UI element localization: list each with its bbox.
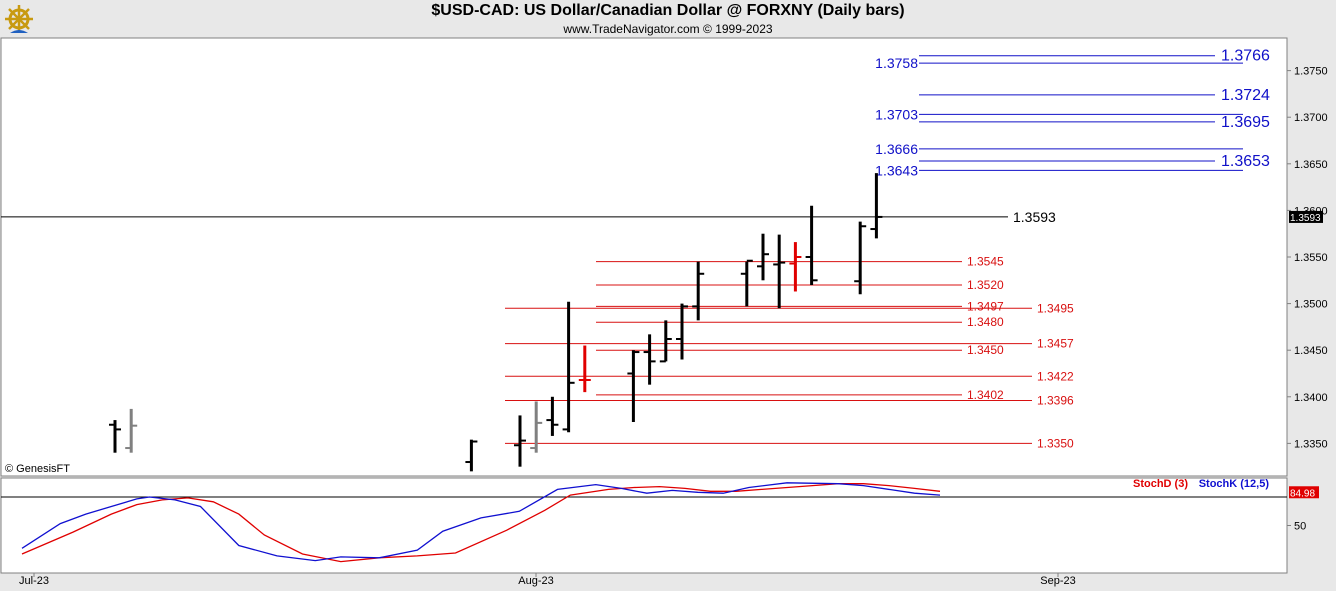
stochd-legend: StochD (3) (1133, 478, 1188, 490)
ohlc-bar (546, 396, 559, 436)
last-price-axis-label: 1.3593 (1290, 213, 1321, 224)
chart-subtitle: www.TradeNavigator.com © 1999-2023 (563, 22, 773, 36)
level-label-above: 1.3666 (875, 141, 918, 157)
level-label-above: 1.3653 (1221, 153, 1270, 170)
stochastic-lines: 50 84.98 (1, 482, 1319, 563)
chart-header: $USD-CAD: US Dollar/Canadian Dollar @ FO… (0, 0, 1336, 38)
level-label-below: 1.3350 (1037, 436, 1074, 450)
level-label-below: 1.3497 (967, 299, 1004, 313)
ohlc-bar (805, 205, 818, 285)
ohlc-bar (757, 233, 769, 281)
last-price-axis-box (1289, 210, 1323, 223)
level-label-below: 1.3520 (967, 278, 1004, 292)
ohlc-bar (643, 334, 656, 385)
stoch-series-line (21, 483, 941, 563)
level-label-below: 1.3450 (967, 343, 1004, 357)
level-label-below: 1.3545 (967, 255, 1004, 269)
price-tick-label: 1.3650 (1294, 159, 1328, 171)
level-label-below: 1.3422 (1037, 369, 1074, 383)
chart-title: $USD-CAD: US Dollar/Canadian Dollar @ FO… (431, 2, 905, 19)
ohlc-bar (676, 303, 688, 360)
level-label-above: 1.3703 (875, 106, 918, 122)
price-tick-label: 1.3550 (1294, 252, 1328, 264)
date-tick-label: Sep-23 (1040, 575, 1075, 587)
level-label-above: 1.3643 (875, 162, 918, 178)
price-axis: 1.33501.34001.34501.35001.35501.36001.36… (1, 66, 1328, 450)
ohlc-bar (659, 320, 672, 363)
ohlc-bar (740, 259, 753, 307)
level-label-above: 1.3724 (1221, 87, 1270, 104)
level-label-above: 1.3758 (875, 55, 918, 71)
ohlc-bar (562, 301, 575, 433)
ohlc-bar (530, 401, 543, 453)
ohlc-bar (854, 221, 867, 295)
ohlc-bars (109, 173, 883, 472)
stoch-last-value-label: 84.98 (1290, 488, 1315, 499)
stoch-last-value-box (1289, 486, 1319, 499)
date-tick-label: Jul-23 (19, 575, 49, 587)
stochastic-panel (0, 477, 1288, 574)
level-label-below: 1.3457 (1037, 337, 1074, 351)
stochk-legend: StochK (12,5) (1199, 478, 1270, 490)
price-tick-label: 1.3450 (1294, 345, 1328, 357)
price-tick-label: 1.3500 (1294, 299, 1328, 311)
price-tick-label: 1.3700 (1294, 112, 1328, 124)
ship-wheel-logo-icon (5, 5, 33, 33)
stoch-tick-label: 50 (1294, 521, 1306, 533)
level-label-above: 1.3766 (1221, 48, 1270, 65)
date-axis: Jul-23 Aug-23 Sep-23 (19, 573, 1076, 587)
level-label-below: 1.3495 (1037, 301, 1074, 315)
level-label-below: 1.3402 (967, 388, 1004, 402)
price-levels: 1.3766 1.3758 1.3724 1.3703 1.3695 1.3666 1.36… (505, 48, 1270, 450)
price-panel (0, 37, 1288, 477)
ohlc-bar (627, 350, 640, 422)
ohlc-bar (578, 345, 591, 393)
date-tick-label: Aug-23 (518, 575, 553, 587)
ohlc-bar (773, 234, 786, 309)
ohlc-bar (692, 261, 705, 321)
level-label-above: 1.3695 (1221, 114, 1270, 131)
ohlc-bar (514, 415, 526, 467)
last-price-label: 1.3593 (1013, 209, 1056, 225)
price-tick-label: 1.3350 (1294, 438, 1328, 450)
ohlc-bar (789, 242, 802, 292)
ohlc-bar (109, 420, 121, 453)
genesis-watermark: © GenesisFT (5, 463, 70, 475)
level-label-below: 1.3480 (967, 315, 1004, 329)
stoch-series-line (21, 482, 941, 562)
price-tick-label: 1.3400 (1294, 392, 1328, 404)
ohlc-bar (125, 408, 138, 453)
ohlc-bar (465, 439, 478, 472)
price-tick-label: 1.3750 (1294, 66, 1328, 78)
level-label-below: 1.3396 (1037, 394, 1074, 408)
